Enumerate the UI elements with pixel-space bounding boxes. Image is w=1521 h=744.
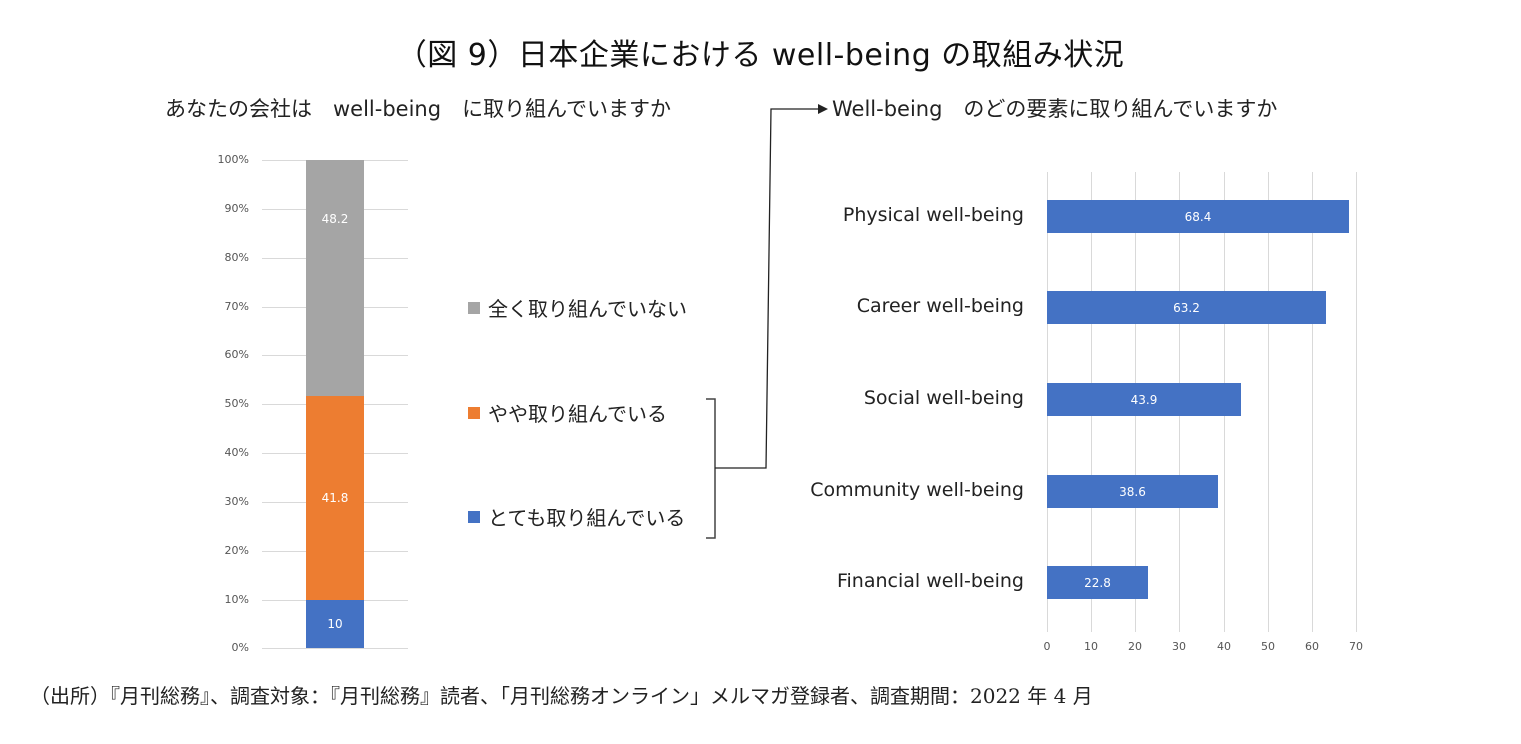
- y-tick: 70%: [224, 300, 249, 313]
- source-note: （出所）『月刊総務』、調査対象：『月刊総務』読者、「月刊総務オンライン」メルマガ…: [30, 684, 1093, 708]
- y-tick: 80%: [224, 251, 249, 264]
- bar-financial: 22.8: [1047, 566, 1148, 599]
- data-label: 48.2: [321, 212, 349, 226]
- x-tick: 70: [1349, 640, 1363, 653]
- y-tick: 20%: [224, 544, 249, 557]
- chart-title: （図 9）日本企業における well-being の取組み状況: [396, 38, 1125, 73]
- data-label: 63.2: [1173, 300, 1200, 315]
- data-label: 41.8: [321, 491, 349, 505]
- bar-segment-very-much: 10: [306, 600, 364, 648]
- category-label: Social well-being: [863, 387, 1024, 409]
- y-tick: 40%: [224, 446, 249, 459]
- y-tick: 30%: [224, 495, 249, 508]
- legend-label: とても取り組んでいる: [488, 506, 686, 530]
- legend-swatch: [468, 510, 480, 523]
- y-tick: 90%: [224, 202, 249, 215]
- legend-swatch: [468, 406, 480, 419]
- data-label: 68.4: [1184, 209, 1212, 224]
- category-label: Career well-being: [856, 295, 1024, 317]
- gridline: [1312, 172, 1313, 632]
- gridline: [1356, 172, 1357, 632]
- bar-segment-not-at-all: 48.2: [306, 160, 364, 396]
- y-tick: 10%: [224, 593, 249, 606]
- y-tick: 60%: [224, 348, 249, 361]
- x-tick: 40: [1217, 640, 1231, 653]
- right-chart-subtitle: Well-being のどの要素に取り組んでいますか: [832, 97, 1278, 121]
- x-tick: 30: [1172, 640, 1186, 653]
- legend-item: 全く取り組んでいない: [468, 293, 687, 322]
- bar-career: 63.2: [1047, 291, 1326, 324]
- bar-segment-somewhat: 41.8: [306, 396, 364, 600]
- bar-physical: 68.4: [1047, 200, 1349, 233]
- data-label: 43.9: [1130, 392, 1158, 407]
- data-label: 22.8: [1084, 575, 1111, 590]
- x-tick: 60: [1305, 640, 1319, 653]
- x-tick: 20: [1128, 640, 1142, 653]
- category-label: Financial well-being: [836, 570, 1024, 592]
- bar-social: 43.9: [1047, 383, 1241, 416]
- y-tick: 100%: [217, 153, 249, 166]
- x-tick: 0: [1043, 640, 1051, 653]
- data-label: 38.6: [1119, 484, 1146, 499]
- y-tick: 0%: [231, 641, 249, 654]
- category-label: Community well-being: [810, 479, 1024, 501]
- legend-item: とても取り組んでいる: [468, 502, 685, 531]
- legend-label: やや取り組んでいる: [488, 402, 667, 426]
- legend-item: やや取り組んでいる: [468, 398, 667, 427]
- x-tick: 50: [1261, 640, 1275, 653]
- category-label: Physical well-being: [842, 204, 1024, 226]
- left-chart-subtitle: あなたの会社は well-being に取り組んでいますか: [165, 97, 672, 121]
- bar-community: 38.6: [1047, 475, 1218, 508]
- y-tick: 50%: [224, 397, 249, 410]
- data-label: 10: [327, 617, 343, 631]
- x-tick: 10: [1084, 640, 1098, 653]
- gridline: [262, 648, 408, 649]
- legend-label: 全く取り組んでいない: [488, 297, 687, 321]
- legend-swatch: [468, 301, 480, 314]
- gridline: [1268, 172, 1269, 632]
